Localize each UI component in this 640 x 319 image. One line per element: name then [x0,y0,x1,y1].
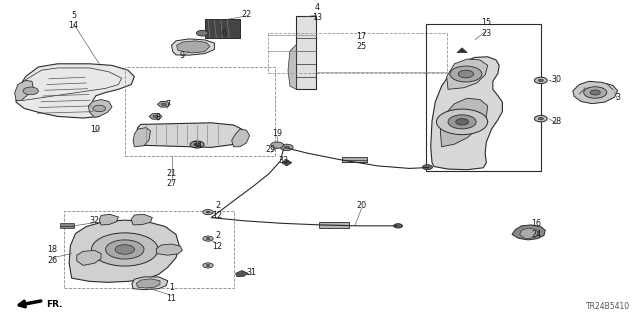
Circle shape [194,143,200,146]
Text: 2
12: 2 12 [212,231,223,250]
Polygon shape [177,41,210,53]
Circle shape [153,115,158,118]
Circle shape [206,211,210,213]
Polygon shape [447,59,488,89]
Text: 3: 3 [615,93,620,102]
Text: 34: 34 [192,141,202,150]
Bar [296,16,316,89]
Circle shape [161,103,166,106]
Polygon shape [282,160,292,166]
Text: 15
23: 15 23 [481,19,492,38]
Circle shape [448,115,476,129]
Text: 9: 9 [180,51,185,60]
Polygon shape [149,114,162,119]
Text: 29: 29 [266,145,276,154]
Polygon shape [88,100,112,117]
Text: FR.: FR. [46,300,63,308]
Text: 22: 22 [241,10,252,19]
Bar [205,19,240,38]
Polygon shape [99,214,118,225]
Circle shape [92,233,158,266]
Text: 18
26: 18 26 [47,246,58,265]
Circle shape [271,142,284,148]
Text: 31: 31 [246,268,257,277]
Polygon shape [15,80,33,100]
Circle shape [206,264,210,266]
Text: TR24B5410: TR24B5410 [586,302,630,311]
Circle shape [436,109,488,135]
Polygon shape [236,271,248,277]
Polygon shape [573,81,618,104]
Circle shape [106,240,144,259]
Circle shape [394,224,403,228]
Circle shape [203,236,213,241]
Circle shape [206,238,210,240]
Circle shape [458,70,474,78]
Circle shape [203,210,213,215]
Polygon shape [288,45,296,89]
Circle shape [450,66,482,82]
Text: 21
27: 21 27 [166,169,177,188]
Polygon shape [131,214,152,225]
Polygon shape [77,250,101,265]
Polygon shape [520,228,539,239]
Circle shape [284,146,289,149]
Text: 10: 10 [90,125,100,134]
Bar [64,211,234,288]
Circle shape [456,119,468,125]
Polygon shape [136,123,242,147]
Text: 30: 30 [552,75,562,84]
Text: 8: 8 [156,113,161,122]
Polygon shape [431,57,502,170]
Text: 17
25: 17 25 [356,32,367,51]
Text: 5
14: 5 14 [68,11,79,30]
Bar [342,157,367,162]
Circle shape [23,87,38,95]
Text: 1
11: 1 11 [166,283,177,302]
Circle shape [534,115,547,122]
Text: 19: 19 [272,129,282,138]
Circle shape [196,30,208,36]
Polygon shape [172,39,214,55]
Text: 2
12: 2 12 [212,201,223,220]
Bar [60,223,74,228]
Polygon shape [457,48,467,53]
Circle shape [115,245,134,254]
Polygon shape [512,225,545,240]
Circle shape [538,117,543,120]
Text: 20: 20 [356,201,367,210]
Circle shape [590,90,600,95]
Text: 28: 28 [552,117,562,126]
Bar [125,67,275,156]
Circle shape [538,79,543,82]
Polygon shape [156,244,182,255]
Circle shape [203,263,213,268]
Polygon shape [232,129,250,147]
Text: 32: 32 [90,216,100,225]
Circle shape [534,77,547,84]
Polygon shape [16,64,134,118]
Circle shape [93,105,106,112]
Polygon shape [132,277,168,290]
Bar [268,33,447,73]
Bar [426,24,541,171]
Polygon shape [136,279,160,288]
Polygon shape [440,98,488,147]
Circle shape [280,144,293,151]
Polygon shape [133,128,150,147]
Bar [319,222,349,228]
Circle shape [422,165,433,170]
Text: 4
13: 4 13 [312,3,322,22]
Text: 6: 6 [221,29,227,38]
Text: 7: 7 [165,100,170,109]
Text: 33: 33 [278,156,289,165]
Polygon shape [157,101,170,107]
Polygon shape [69,220,179,282]
Circle shape [584,87,607,98]
Circle shape [190,141,204,148]
Text: 16
24: 16 24 [531,219,541,239]
